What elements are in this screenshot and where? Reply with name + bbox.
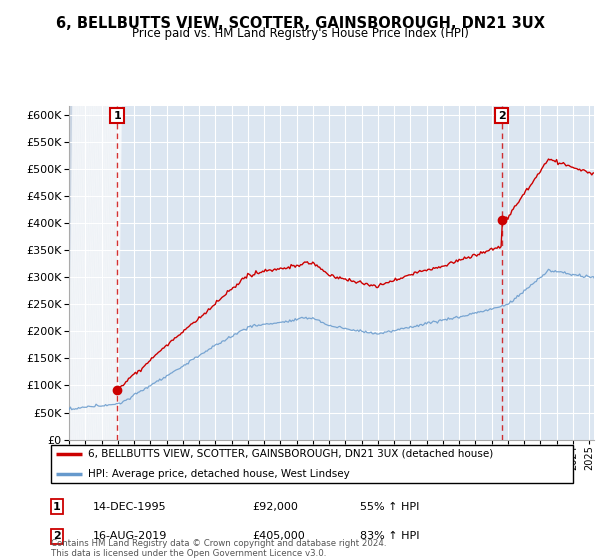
Text: 14-DEC-1995: 14-DEC-1995 (93, 502, 167, 512)
Text: Contains HM Land Registry data © Crown copyright and database right 2024.
This d: Contains HM Land Registry data © Crown c… (51, 539, 386, 558)
Text: 2: 2 (498, 111, 506, 120)
Text: £92,000: £92,000 (252, 502, 298, 512)
FancyBboxPatch shape (50, 445, 574, 483)
Bar (69, 106, 117, 440)
Text: 6, BELLBUTTS VIEW, SCOTTER, GAINSBOROUGH, DN21 3UX (detached house): 6, BELLBUTTS VIEW, SCOTTER, GAINSBOROUGH… (88, 449, 493, 459)
Text: HPI: Average price, detached house, West Lindsey: HPI: Average price, detached house, West… (88, 469, 349, 479)
Text: 6, BELLBUTTS VIEW, SCOTTER, GAINSBOROUGH, DN21 3UX: 6, BELLBUTTS VIEW, SCOTTER, GAINSBOROUGH… (56, 16, 545, 31)
Text: Price paid vs. HM Land Registry's House Price Index (HPI): Price paid vs. HM Land Registry's House … (131, 27, 469, 40)
Text: 55% ↑ HPI: 55% ↑ HPI (360, 502, 419, 512)
Text: 1: 1 (53, 502, 61, 512)
Text: 16-AUG-2019: 16-AUG-2019 (93, 531, 167, 542)
Text: 1: 1 (113, 111, 121, 120)
Text: 83% ↑ HPI: 83% ↑ HPI (360, 531, 419, 542)
Text: 2: 2 (53, 531, 61, 542)
Text: £405,000: £405,000 (252, 531, 305, 542)
